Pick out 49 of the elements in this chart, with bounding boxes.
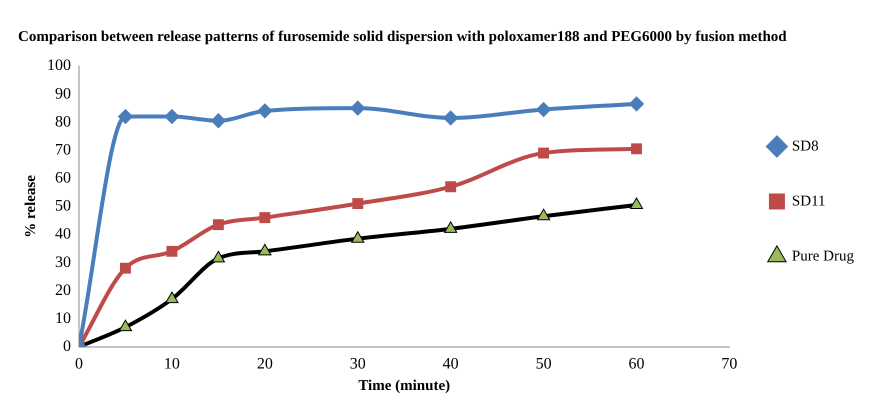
point xyxy=(166,246,178,257)
y-tick-label: 0 xyxy=(63,338,71,356)
x-tick-label: 60 xyxy=(628,356,645,373)
y-tick-label: 10 xyxy=(55,310,71,327)
point xyxy=(630,197,644,209)
y-tick-label: 20 xyxy=(55,282,71,299)
legend-label: SD8 xyxy=(792,138,819,154)
point xyxy=(443,110,458,126)
point xyxy=(118,320,132,332)
point xyxy=(165,292,178,304)
point xyxy=(164,109,180,124)
chart-title: Comparison between release patterns of furosemide solid dispersion with poloxamer188 and PEG6000 by fusion method xyxy=(18,28,788,45)
y-tick-label: 40 xyxy=(55,226,71,243)
point xyxy=(536,102,552,118)
y-tick-label: 50 xyxy=(55,198,71,215)
y-tick-label: 90 xyxy=(55,85,71,102)
point xyxy=(445,181,456,192)
y-tick-label: 100 xyxy=(47,57,71,74)
y-tick-label: 80 xyxy=(55,113,71,130)
x-tick-label: 40 xyxy=(442,356,459,373)
point xyxy=(538,148,550,158)
legend-label: SD11 xyxy=(792,193,826,210)
legend-label: Pure Drug xyxy=(792,248,854,264)
point xyxy=(212,250,225,262)
x-tick-label: 10 xyxy=(164,356,180,373)
y-tick-label: 70 xyxy=(55,141,71,158)
point xyxy=(631,143,642,154)
point xyxy=(444,221,458,233)
x-tick-label: 0 xyxy=(75,356,83,373)
point xyxy=(212,219,224,230)
point xyxy=(118,109,133,124)
point xyxy=(120,262,131,274)
point xyxy=(629,96,644,112)
point xyxy=(258,244,272,256)
y-tick-label: 60 xyxy=(55,170,71,187)
point xyxy=(350,100,366,116)
x-axis-title: Time (minute) xyxy=(358,378,450,394)
point xyxy=(210,113,226,128)
y-axis-title: % release xyxy=(22,174,39,238)
point xyxy=(537,208,550,220)
point xyxy=(352,198,364,210)
point xyxy=(351,231,364,243)
x-tick-label: 70 xyxy=(721,356,738,373)
point xyxy=(259,212,270,224)
y-tick-label: 30 xyxy=(55,254,71,271)
point xyxy=(257,103,272,118)
x-tick-label: 30 xyxy=(350,356,366,373)
x-tick-label: 50 xyxy=(536,356,552,373)
x-tick-label: 20 xyxy=(256,356,273,373)
